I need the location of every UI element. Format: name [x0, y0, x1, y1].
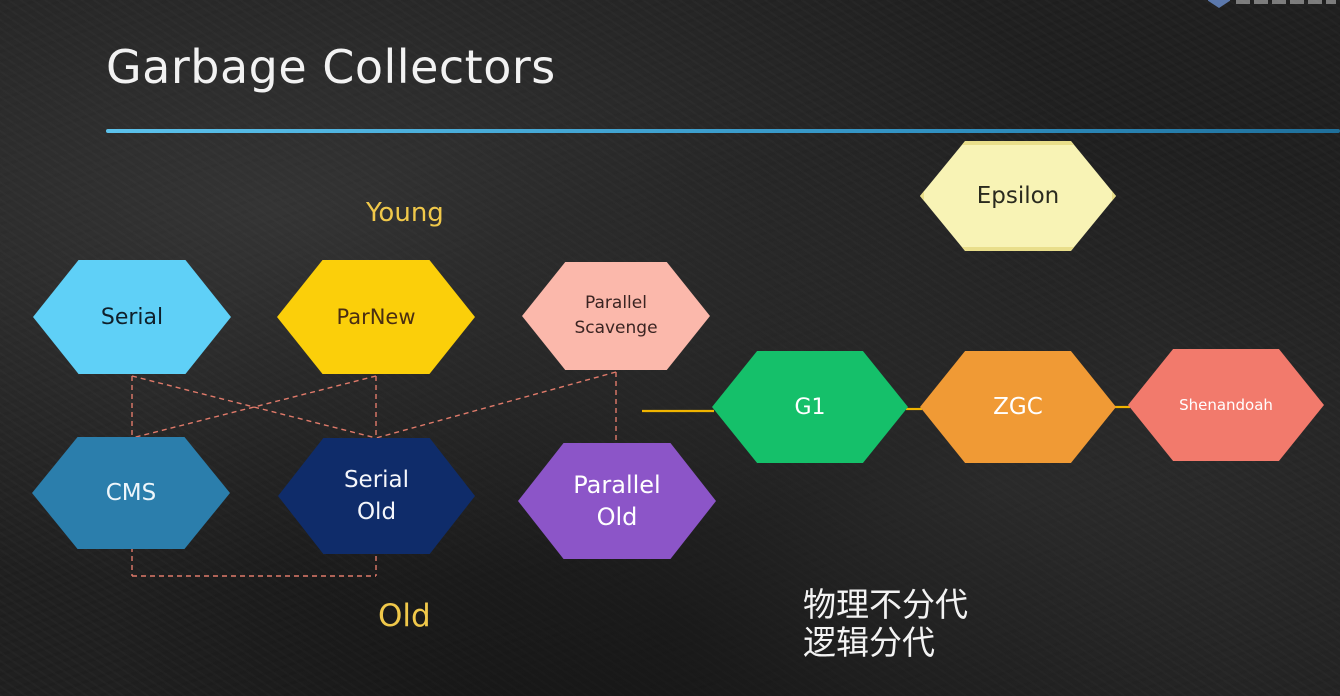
parallel-scavenge-collector: Parallel Scavenge: [522, 262, 710, 370]
note-line-logical: 逻辑分代: [803, 623, 935, 662]
cms-label: CMS: [105, 480, 157, 506]
epsilon-label: Epsilon: [976, 183, 1060, 209]
serial-old-label-line1: Serial: [343, 467, 410, 493]
parnew-label: ParNew: [336, 305, 416, 329]
link-parallel-scavenge-serial-old: [375, 371, 617, 439]
watermark-logo: [1208, 0, 1340, 10]
zgc-label: ZGC: [993, 394, 1043, 420]
g1-label: G1: [794, 394, 826, 420]
young-generation-label: Young: [366, 198, 444, 228]
parallel-old-label-line2: Old: [596, 503, 638, 531]
parallel-old-label-line1: Parallel: [573, 471, 661, 499]
serial-collector: Serial: [33, 260, 231, 374]
watermark-text: [1236, 0, 1336, 4]
note-line-physical: 物理不分代: [803, 585, 968, 624]
parallel-scavenge-label-line2: Scavenge: [574, 318, 658, 338]
link-parnew-cms: [131, 375, 377, 439]
cms-collector: CMS: [32, 437, 230, 549]
g1-collector: G1: [712, 351, 908, 463]
parallel-old-collector: Parallel Old: [518, 443, 716, 559]
serial-label: Serial: [100, 304, 164, 330]
parallel-scavenge-label-line1: Parallel: [585, 293, 647, 313]
epsilon-collector: Epsilon: [920, 141, 1116, 251]
link-serial-serial-old: [131, 375, 377, 439]
shenandoah-label: Shenandoah: [1179, 396, 1273, 414]
shenandoah-collector: Shenandoah: [1128, 349, 1324, 461]
slide-title: Garbage Collectors: [106, 40, 556, 94]
parnew-collector: ParNew: [277, 260, 475, 374]
shield-icon: [1208, 0, 1230, 8]
serial-old-label-line2: Old: [356, 499, 397, 525]
zgc-collector: ZGC: [920, 351, 1116, 463]
old-generation-label: Old: [378, 598, 431, 634]
serial-old-collector: Serial Old: [278, 438, 475, 554]
title-underline: [106, 129, 1340, 133]
generation-note: 物理不分代 逻辑分代: [803, 586, 968, 662]
